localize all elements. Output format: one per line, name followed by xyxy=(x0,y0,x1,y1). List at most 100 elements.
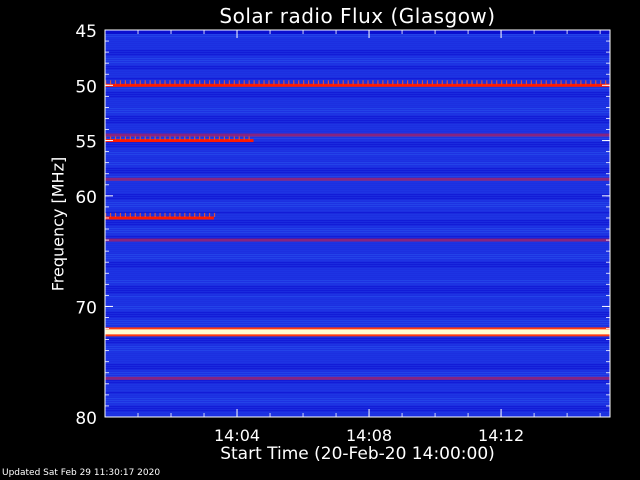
heatmap-band-speckle xyxy=(426,80,429,85)
heatmap-band-speckle xyxy=(179,80,181,85)
heatmap-band-speckle xyxy=(402,80,404,85)
heatmap-band xyxy=(105,329,610,335)
x-tick-label: 14:12 xyxy=(478,426,524,445)
heatmap-band-speckle xyxy=(352,80,354,85)
heatmap-band-speckle xyxy=(124,80,127,85)
heatmap-band-speckle xyxy=(129,212,131,217)
x-tick-label: 14:08 xyxy=(346,426,392,445)
heatmap-band-speckle xyxy=(496,80,498,85)
heatmap-band-speckle xyxy=(298,80,300,85)
heatmap-band-speckle xyxy=(347,80,349,85)
heatmap-band-speckle xyxy=(218,135,221,140)
heatmap-band-speckle xyxy=(149,135,151,140)
heatmap-band-speckle xyxy=(204,212,206,217)
heatmap-band-speckle xyxy=(105,80,107,85)
heatmap-band-speckle xyxy=(109,212,112,217)
heatmap-band-speckle xyxy=(392,80,394,85)
x-tick-label: 14:04 xyxy=(214,426,260,445)
heatmap-band-speckle xyxy=(169,212,171,217)
heatmap-band-speckle xyxy=(585,80,587,85)
heatmap-band-speckle xyxy=(411,80,414,85)
heatmap-band-speckle xyxy=(431,80,433,85)
heatmap-band-speckle xyxy=(218,80,221,85)
heatmap-band-speckle xyxy=(159,135,161,140)
heatmap-band-speckle xyxy=(436,80,438,85)
heatmap-band-speckle xyxy=(441,80,443,85)
y-tick-label: 45 xyxy=(75,22,97,42)
heatmap-band-speckle xyxy=(362,80,364,85)
heatmap-band-speckle xyxy=(149,212,151,217)
heatmap-band-speckle xyxy=(342,80,344,85)
heatmap-band-speckle xyxy=(387,80,389,85)
heatmap-band-speckle xyxy=(367,80,369,85)
heatmap-band-speckle xyxy=(154,80,156,85)
heatmap-band-speckle xyxy=(179,135,181,140)
heatmap-band-speckle xyxy=(550,80,552,85)
heatmap-band-speckle xyxy=(228,135,230,140)
heatmap-band-speckle xyxy=(337,80,339,85)
heatmap-band-speckle xyxy=(199,135,201,140)
heatmap-band-speckle xyxy=(109,80,112,85)
heatmap-band-speckle xyxy=(119,212,122,217)
heatmap-band-speckle xyxy=(580,80,582,85)
heatmap-band-speckle xyxy=(213,212,216,217)
heatmap-band-speckle xyxy=(327,80,329,85)
heatmap-band-speckle xyxy=(119,135,122,140)
heatmap-band-speckle xyxy=(446,80,448,85)
heatmap-band-speckle xyxy=(139,212,141,217)
heatmap-band-speckle xyxy=(595,80,597,85)
heatmap-band-speckle xyxy=(456,80,458,85)
heatmap-band xyxy=(105,133,610,137)
heatmap-band-speckle xyxy=(382,80,384,85)
heatmap-band-speckle xyxy=(540,80,542,85)
heatmap-band-speckle xyxy=(590,80,592,85)
heatmap-band-speckle xyxy=(154,212,156,217)
heatmap-band-speckle xyxy=(199,80,201,85)
heatmap-band-speckle xyxy=(317,80,320,85)
heatmap-band-speckle xyxy=(228,80,230,85)
heatmap-band-speckle xyxy=(149,80,151,85)
heatmap-band-speckle xyxy=(164,80,166,85)
heatmap-band-speckle xyxy=(248,80,250,85)
heatmap-band-speckle xyxy=(194,135,196,140)
heatmap-band-speckle xyxy=(332,80,334,85)
heatmap-band-speckle xyxy=(208,212,211,217)
heatmap-band-speckle xyxy=(105,135,107,140)
heatmap-band-speckle xyxy=(248,135,250,140)
heatmap-band-speckle xyxy=(164,212,166,217)
y-tick-label: 70 xyxy=(75,298,97,318)
heatmap-band-speckle xyxy=(134,135,136,140)
heatmap-band-speckle xyxy=(134,212,136,217)
heatmap-band-speckle xyxy=(263,80,265,85)
heatmap-band-speckle xyxy=(174,80,176,85)
heatmap-band-speckle xyxy=(421,80,424,85)
plot-frame xyxy=(104,29,611,418)
heatmap-band-speckle xyxy=(268,80,270,85)
heatmap-band-speckle xyxy=(397,80,399,85)
y-tick-label: 50 xyxy=(75,77,97,97)
heatmap-band-speckle xyxy=(555,80,557,85)
heatmap-band-speckle xyxy=(303,80,305,85)
heatmap-band-speckle xyxy=(174,212,176,217)
heatmap-band-speckle xyxy=(476,80,478,85)
heatmap-band-speckle xyxy=(144,135,146,140)
heatmap-band-speckle xyxy=(288,80,290,85)
axes-layer: 45 50 55 60 70 80 14:04 14:08 14:12 xyxy=(75,22,611,445)
heatmap-band-speckle xyxy=(501,80,503,85)
heatmap-band-speckle xyxy=(312,80,315,85)
heatmap-band-speckle xyxy=(238,135,240,140)
y-tick-label: 55 xyxy=(75,133,97,153)
heatmap-band-speckle xyxy=(159,212,161,217)
heatmap-band-speckle xyxy=(233,135,235,140)
heatmap-band-speckle xyxy=(139,80,141,85)
heatmap-band-speckle xyxy=(520,80,523,85)
heatmap-band-speckle xyxy=(466,80,468,85)
heatmap-band-speckle xyxy=(208,135,211,140)
heatmap-band-speckle xyxy=(114,212,117,217)
heatmap-top-strip xyxy=(105,30,610,34)
heatmap-band-speckle xyxy=(114,80,117,85)
heatmap-band-speckle xyxy=(184,135,186,140)
heatmap-band-speckle xyxy=(491,80,493,85)
heatmap-band-speckle xyxy=(105,212,107,217)
y-axis-label: Frequency [MHz] xyxy=(48,156,68,292)
